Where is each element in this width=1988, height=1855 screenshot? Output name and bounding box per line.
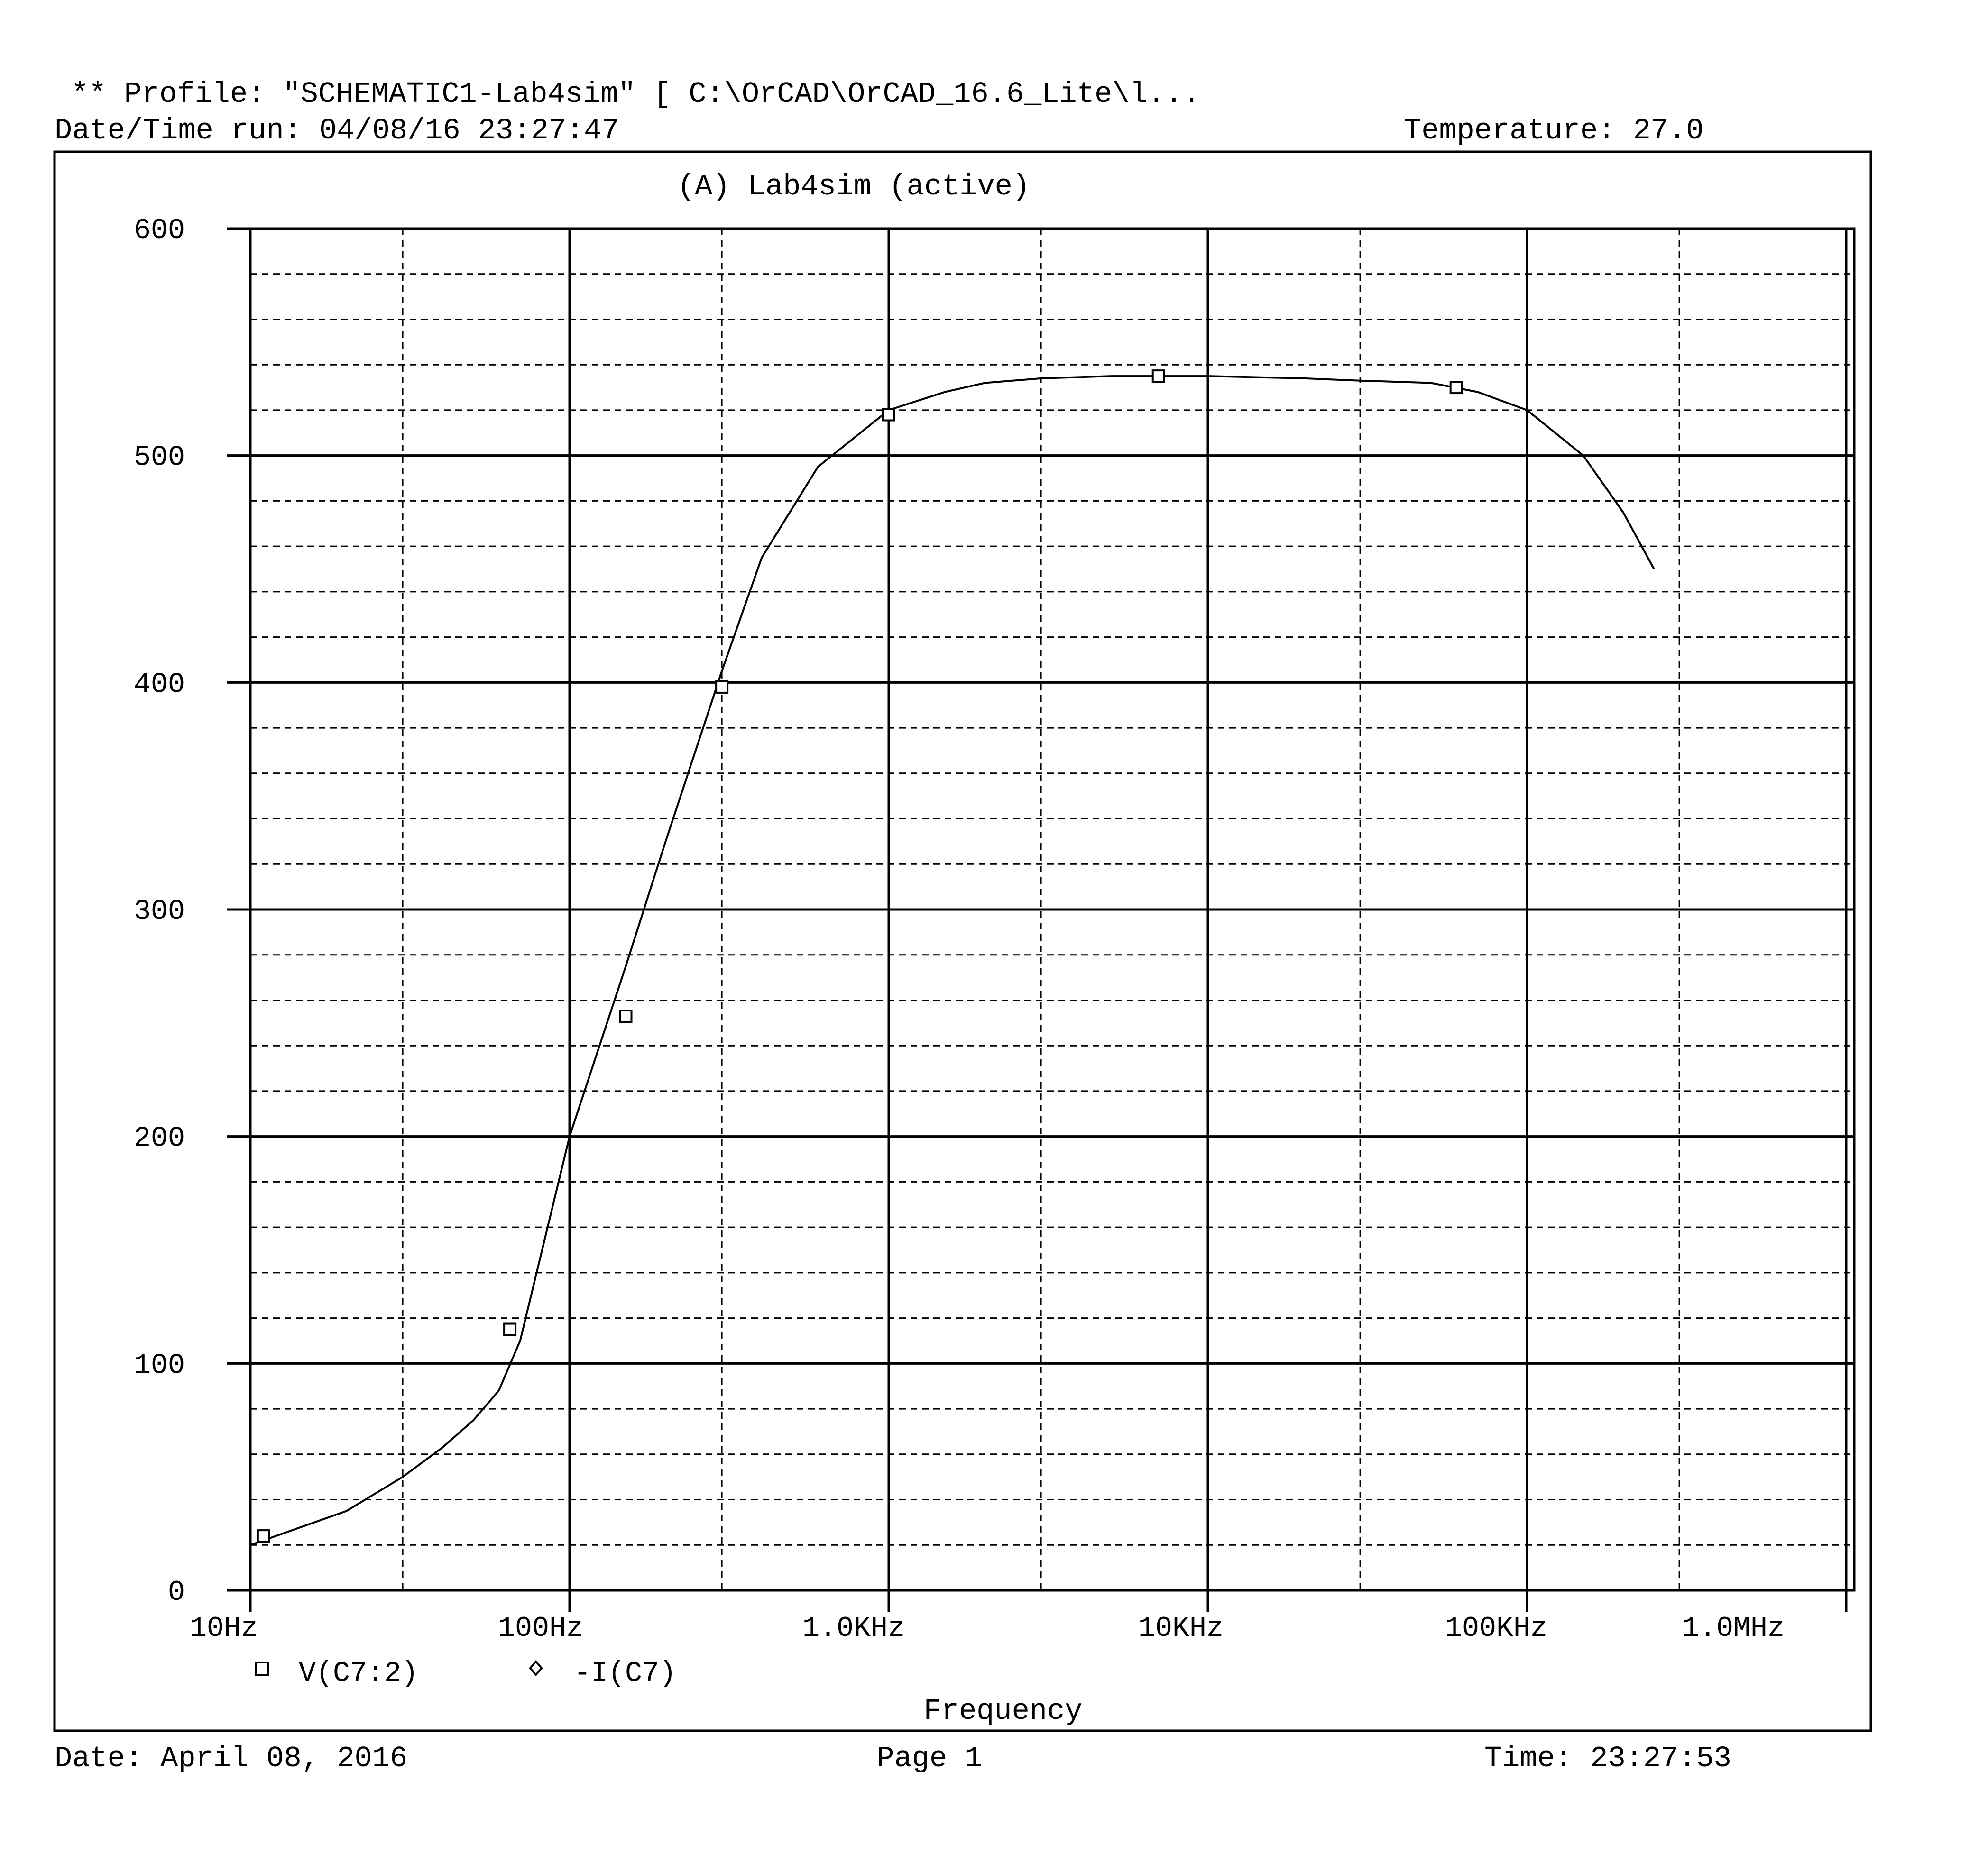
x-tick-label: 100KHz [1445, 1613, 1547, 1645]
data-point-marker [1151, 369, 1165, 383]
footer-date: Date: April 08, 2016 [55, 1742, 407, 1775]
legend: V(C7:2) -I(C7) [255, 1658, 676, 1690]
y-tick-label: 600 [134, 215, 185, 247]
y-tick-label: 400 [134, 669, 185, 701]
x-tick-label: 1.0KHz [802, 1613, 905, 1645]
trace-layer [250, 369, 1655, 1546]
date-time-run: Date/Time run: 04/08/16 23:27:47 [55, 114, 619, 147]
y-tick-label: 200 [134, 1123, 185, 1155]
grid-lines [250, 227, 1854, 1592]
legend-label-v-c7-2: V(C7:2) [299, 1658, 418, 1690]
outer-frame [53, 150, 1872, 1732]
temperature-label: Temperature: 27.0 [1404, 114, 1704, 147]
data-point-marker [257, 1529, 270, 1543]
data-point-marker [503, 1322, 517, 1336]
y-tick-label: 500 [134, 442, 185, 474]
footer-page: Page 1 [876, 1742, 982, 1775]
legend-square-marker [255, 1662, 269, 1676]
chart-title: (A) Lab4sim (active) [677, 170, 1030, 203]
x-tick-label: 1.0MHz [1682, 1613, 1785, 1645]
profile-header: ** Profile: "SCHEMATIC1-Lab4sim" [ C:\Or… [71, 77, 1200, 111]
y-tick-label: 100 [134, 1350, 185, 1382]
x-tick-label: 10KHz [1138, 1613, 1224, 1645]
data-point-marker [1449, 381, 1463, 395]
legend-label-i-c7: -I(C7) [574, 1658, 676, 1690]
x-tick-label: 10Hz [190, 1613, 258, 1645]
data-point-marker [619, 1009, 633, 1023]
data-point-marker [715, 680, 729, 694]
y-tick-label: 0 [168, 1577, 185, 1609]
axis-labels: 0 100 200 300 400 500 600 10Hz 100Hz 1.0KHz 10KHz 1… [134, 215, 1848, 1645]
data-point-marker [882, 408, 895, 422]
x-axis-label: Frequency [924, 1694, 1083, 1728]
y-tick-label: 300 [134, 896, 185, 928]
footer-time: Time: 23:27:53 [1484, 1742, 1731, 1775]
legend-diamond-marker [529, 1660, 543, 1677]
x-tick-label: 100Hz [498, 1613, 583, 1645]
